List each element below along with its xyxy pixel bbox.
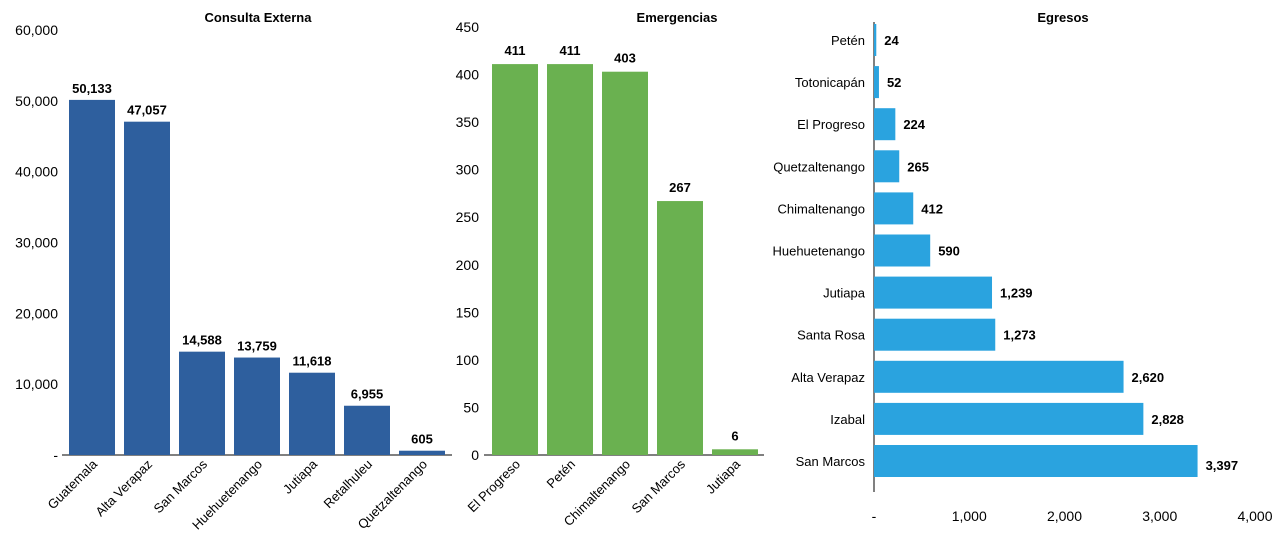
egresos-category-label: Santa Rosa: [797, 328, 866, 343]
egresos-bar: [874, 360, 1124, 393]
egresos-category-label: Totonicapán: [795, 75, 865, 90]
emergencias-data-label: 411: [560, 43, 581, 58]
egresos-bar: [874, 108, 896, 141]
emergencias-y-tick-label: 300: [456, 162, 480, 178]
consulta-bar: [179, 351, 225, 455]
emergencias-category-label: El Progreso: [464, 457, 523, 516]
emergencias-y-tick-label: 450: [456, 19, 480, 35]
egresos-data-label: 24: [884, 33, 899, 48]
consulta-data-label: 13,759: [237, 339, 277, 354]
consulta-bar: [124, 121, 170, 456]
consulta-bar: [69, 99, 115, 456]
consulta-category-label: Alta Verapaz: [92, 457, 155, 520]
egresos-data-label: 2,620: [1132, 370, 1165, 385]
egresos-bar: [874, 234, 931, 267]
consulta-bar: [399, 450, 445, 455]
egresos-bar: [874, 192, 914, 225]
consulta-bar: [344, 405, 390, 455]
egresos-bar: [874, 66, 879, 99]
egresos-category-label: El Progreso: [797, 117, 865, 132]
egresos-category-label: Jutiapa: [823, 286, 866, 301]
egresos-data-label: 1,273: [1003, 328, 1036, 343]
egresos-data-label: 224: [903, 117, 925, 132]
emergencias-bar: [712, 449, 758, 455]
consulta-category-label: Guatemala: [45, 456, 101, 512]
consulta-y-tick-label: 40,000: [15, 164, 58, 180]
egresos-bar: [874, 24, 877, 56]
egresos-data-label: 52: [887, 75, 901, 90]
egresos-bar: [874, 150, 900, 183]
emergencias-category-label: San Marcos: [628, 456, 688, 516]
consulta-data-label: 50,133: [72, 81, 112, 96]
emergencias-bar: [602, 71, 648, 456]
emergencias-y-tick-label: 400: [456, 67, 480, 83]
emergencias-category-label: Jutiapa: [703, 456, 744, 497]
egresos-bar: [874, 445, 1198, 477]
egresos-category-label: Chimaltenango: [778, 201, 865, 216]
consulta-bar: [234, 357, 280, 455]
consulta-y-tick-label: 10,000: [15, 376, 58, 392]
egresos-x-tick-label: 1,000: [952, 508, 987, 524]
egresos-category-label: Petén: [831, 33, 865, 48]
consulta-chart-title: Consulta Externa: [205, 10, 313, 25]
emergencias-data-label: 403: [614, 51, 636, 66]
consulta-category-label: San Marcos: [150, 456, 210, 516]
emergencias-y-tick-label: 150: [456, 304, 480, 320]
consulta-y-tick-label: 30,000: [15, 235, 58, 251]
egresos-category-label: Huehuetenango: [772, 244, 865, 259]
egresos-x-tick-label: -: [872, 508, 877, 524]
emergencias-bar: [547, 64, 593, 456]
emergencias-data-label: 411: [505, 43, 526, 58]
egresos-data-label: 2,828: [1151, 412, 1184, 427]
egresos-category-label: Alta Verapaz: [791, 370, 865, 385]
emergencias-bar: [657, 201, 703, 455]
emergencias-chart-title: Emergencias: [637, 10, 718, 25]
egresos-x-tick-label: 3,000: [1142, 508, 1177, 524]
consulta-bar: [289, 372, 335, 455]
egresos-data-label: 590: [938, 244, 960, 259]
emergencias-y-tick-label: 200: [456, 257, 480, 273]
emergencias-y-tick-label: 350: [456, 114, 480, 130]
egresos-x-tick-label: 2,000: [1047, 508, 1082, 524]
consulta-category-label: Retalhuleu: [321, 457, 376, 512]
egresos-bar: [874, 276, 993, 309]
egresos-data-label: 1,239: [1000, 286, 1033, 301]
consulta-y-tick-label: -: [53, 447, 58, 463]
emergencias-data-label: 267: [669, 180, 691, 195]
consulta-y-tick-label: 20,000: [15, 305, 58, 321]
emergencias-y-tick-label: 100: [456, 352, 480, 368]
egresos-bar: [874, 318, 996, 351]
consulta-data-label: 47,057: [127, 103, 167, 118]
emergencias-y-tick-label: 0: [471, 447, 479, 463]
egresos-bar: [874, 402, 1144, 435]
emergencias-data-label: 6: [731, 428, 738, 443]
consulta-y-tick-label: 50,000: [15, 93, 58, 109]
egresos-category-label: San Marcos: [796, 454, 866, 469]
emergencias-y-tick-label: 50: [463, 399, 479, 415]
emergencias-category-label: Petén: [543, 457, 578, 492]
consulta-category-label: Jutiapa: [280, 456, 321, 497]
egresos-data-label: 3,397: [1206, 458, 1239, 473]
egresos-category-label: Quetzaltenango: [773, 159, 865, 174]
consulta-y-tick-label: 60,000: [15, 22, 58, 38]
emergencias-y-tick-label: 250: [456, 209, 480, 225]
consulta-data-label: 11,618: [292, 354, 331, 369]
egresos-data-label: 265: [907, 159, 929, 174]
consulta-data-label: 14,588: [182, 333, 222, 348]
egresos-chart-title: Egresos: [1037, 10, 1088, 25]
consulta-data-label: 6,955: [351, 387, 384, 402]
egresos-x-tick-label: 4,000: [1237, 508, 1272, 524]
egresos-data-label: 412: [921, 201, 943, 216]
egresos-category-label: Izabal: [830, 412, 865, 427]
consulta-data-label: 605: [411, 432, 433, 447]
emergencias-bar: [492, 64, 538, 456]
